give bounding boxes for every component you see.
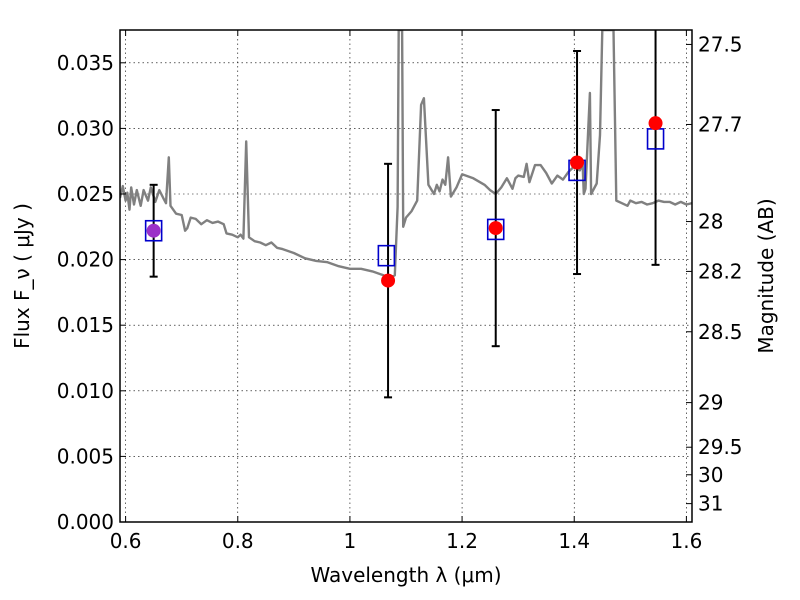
x-axis-label: Wavelength λ (μm) bbox=[310, 563, 501, 587]
magnitude-tick-label: 27.7 bbox=[698, 112, 743, 136]
model-spectrum-line bbox=[120, 30, 692, 280]
magnitude-tick-label: 29 bbox=[698, 391, 723, 415]
magnitude-tick-label: 28.5 bbox=[698, 320, 743, 344]
y-tick-label: 0.025 bbox=[57, 182, 114, 206]
y-axis-label-right: Magnitude (AB) bbox=[754, 198, 778, 353]
magnitude-tick-label: 29.5 bbox=[698, 435, 743, 459]
model-photometry-marker bbox=[486, 218, 505, 241]
axes: 0.6 0.8 1 1.2 1.4 1.6 0.000 0.005 0.010 0.015 0.02… bbox=[57, 30, 743, 553]
y-tick-label: 0.030 bbox=[57, 116, 114, 140]
x-tick-label: 1.2 bbox=[446, 529, 478, 553]
y-tick-label: 0.010 bbox=[57, 379, 114, 403]
y-axis-label-left: Flux F_ν ( μJy ) bbox=[10, 203, 34, 349]
plot-area bbox=[120, 30, 692, 399]
observed-point bbox=[488, 221, 503, 236]
observed-point bbox=[570, 155, 585, 170]
y-tick-label: 0.020 bbox=[57, 248, 114, 272]
y-tick-label: 0.005 bbox=[57, 444, 114, 468]
x-tick-label: 0.6 bbox=[110, 529, 142, 553]
plot-frame bbox=[119, 29, 693, 523]
magnitude-tick-label: 27.5 bbox=[698, 32, 743, 56]
x-tick-label: 0.8 bbox=[222, 529, 254, 553]
observed-point bbox=[381, 273, 396, 288]
magnitude-tick-label: 31 bbox=[698, 492, 723, 516]
magnitude-tick-label: 28.2 bbox=[698, 259, 743, 283]
x-tick-label: 1 bbox=[344, 529, 357, 553]
model-photometry-marker bbox=[377, 244, 396, 267]
x-tick-label: 1.6 bbox=[670, 529, 702, 553]
model-photometry-marker bbox=[144, 219, 163, 242]
grid bbox=[120, 30, 692, 523]
magnitude-tick-label: 28 bbox=[698, 210, 723, 234]
observed-point bbox=[146, 223, 161, 238]
y-tick-label: 0.035 bbox=[57, 51, 114, 75]
y-tick-label: 0.015 bbox=[57, 313, 114, 337]
x-tick-label: 1.4 bbox=[558, 529, 590, 553]
y-tick-label: 0.000 bbox=[57, 510, 114, 534]
observed-point bbox=[648, 116, 663, 131]
magnitude-tick-label: 30 bbox=[698, 463, 723, 487]
